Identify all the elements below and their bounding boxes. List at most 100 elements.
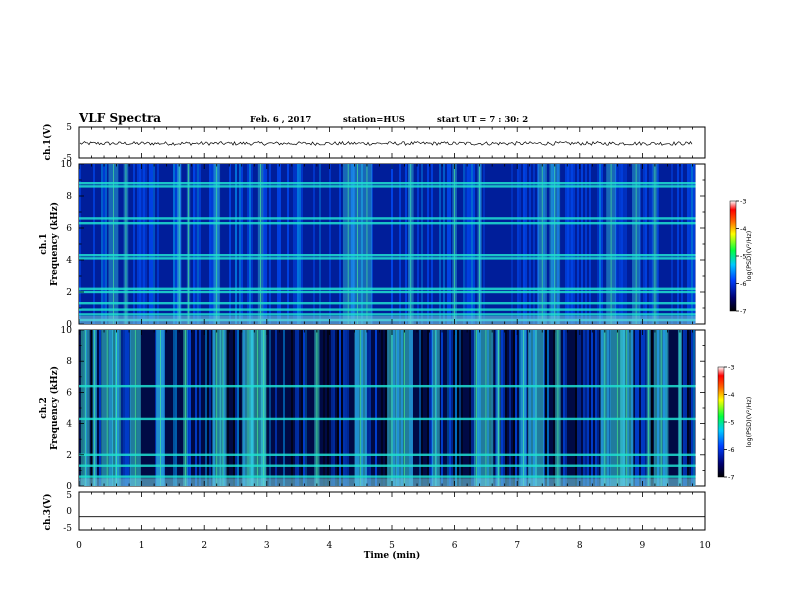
spectrogram-column (295, 164, 297, 324)
ch1-waveform-ylabel: ch.1(V) (42, 124, 53, 161)
time-axis-label: Time (min) (364, 550, 421, 561)
spectrogram-column (625, 164, 627, 324)
spectrogram-column (683, 330, 685, 486)
colorbar-tick-label: -3 (728, 364, 734, 372)
spectrogram-column (513, 330, 515, 486)
spectrogram-column (251, 164, 253, 324)
spectrogram-column (195, 330, 197, 486)
y-tick-label: 6 (66, 388, 72, 398)
spectrogram-column (417, 164, 419, 324)
narrowband-line (79, 464, 696, 467)
spectrogram-column (177, 164, 179, 324)
narrowband-line (79, 417, 696, 421)
narrowband-line (79, 222, 696, 225)
spectrogram-column (449, 330, 451, 486)
spectrogram-column (297, 164, 299, 324)
narrowband-line (79, 290, 696, 294)
spectrogram-column (209, 330, 211, 486)
spectrogram-column (619, 164, 621, 324)
ch1-colorbar-label: log(PSD)(V²/Hz) (745, 231, 753, 282)
ch1-spectrogram-ylabel-channel: ch.1 (39, 233, 49, 254)
spectrogram-column (691, 164, 693, 324)
spectrogram-column (409, 164, 411, 324)
spectrogram-column (557, 164, 559, 324)
narrowband-line (79, 475, 696, 478)
spectrogram-column (239, 164, 241, 324)
ch3-ytick-5: 5 (66, 491, 72, 501)
spectrogram-column (151, 164, 153, 324)
spectrogram-column (637, 330, 639, 486)
spectrogram-column (685, 330, 687, 486)
spectrogram-column (211, 164, 213, 324)
spectrogram-column (581, 164, 583, 324)
spectrogram-column (447, 164, 449, 324)
spectrogram-column (473, 164, 475, 324)
spectrogram-column (651, 330, 653, 486)
spectrogram-background (79, 164, 696, 324)
spectrogram-column (511, 164, 513, 324)
spectrogram-column (269, 330, 271, 486)
ch1-colorbar-gradient (729, 200, 737, 312)
spectrogram-column (91, 330, 93, 486)
colorbar-tick-label: -5 (740, 253, 746, 261)
y-tick-label: 10 (61, 326, 73, 336)
spectrogram-column (565, 330, 567, 486)
narrowband-line (79, 254, 696, 257)
start-time-label: start UT = 7 : 30: 2 (437, 115, 528, 125)
ch1-spectrogram-image (79, 164, 705, 324)
spectrogram-column (93, 164, 95, 324)
spectrogram-column (105, 164, 107, 324)
spectrogram-column (693, 164, 695, 324)
x-tick-label: 2 (201, 541, 207, 551)
spectrogram-column (301, 164, 303, 324)
spectrogram-column (353, 164, 355, 324)
spectrogram-column (441, 330, 443, 486)
ch1-ytick-neg5: -5 (63, 154, 72, 164)
narrowband-line (79, 302, 696, 305)
y-tick-label: 6 (66, 224, 72, 234)
spectrogram-column (419, 330, 421, 486)
spectrogram-column (295, 330, 297, 486)
spectrogram-column (689, 164, 691, 324)
x-tick-label: 5 (389, 541, 395, 551)
spectrogram-column (449, 164, 451, 324)
spectrogram-column (525, 164, 527, 324)
spectrogram-column (589, 164, 591, 324)
ch1-colorbar-ticks: -3 -4 -5 -6 -7 (736, 198, 746, 316)
spectrogram-column (265, 164, 267, 324)
spectrogram-column (565, 164, 567, 324)
spectrogram-column (687, 164, 689, 324)
spectrogram-column (127, 330, 129, 486)
spectrogram-column (537, 164, 539, 324)
spectrogram-column (305, 330, 307, 486)
spectrogram-column (543, 164, 545, 324)
spectrogram-column (247, 164, 249, 324)
spectrogram-column (263, 164, 265, 324)
spectrogram-column (515, 330, 517, 486)
ch3-waveform-xticks (78, 492, 706, 530)
spectrogram-column (687, 330, 689, 486)
spectrogram-column (599, 164, 601, 324)
spectrogram-column (591, 330, 593, 486)
station-label: station=HUS (343, 115, 405, 125)
ch1-spectrogram-ylabel-frequency: Frequency (kHz) (49, 202, 60, 286)
spectrogram-column (275, 330, 277, 486)
spectrogram-column (643, 330, 645, 486)
spectrogram-column (577, 330, 579, 486)
x-tick-label: 0 (76, 541, 82, 551)
y-tick-label: 4 (66, 256, 72, 266)
spectrogram-column (457, 330, 459, 486)
spectrogram-column (443, 164, 445, 324)
spectrogram-column (551, 164, 553, 324)
x-tick-label: 10 (699, 541, 711, 551)
spectrogram-column (391, 164, 393, 324)
spectrogram-column (459, 330, 461, 486)
spectrogram-column (187, 330, 189, 486)
spectrogram-column (303, 330, 305, 486)
y-tick-label: 0 (66, 482, 72, 492)
spectrogram-column (229, 164, 231, 324)
spectrogram-column (287, 164, 289, 324)
spectrogram-column (463, 164, 465, 324)
spectrogram-column (519, 330, 521, 486)
